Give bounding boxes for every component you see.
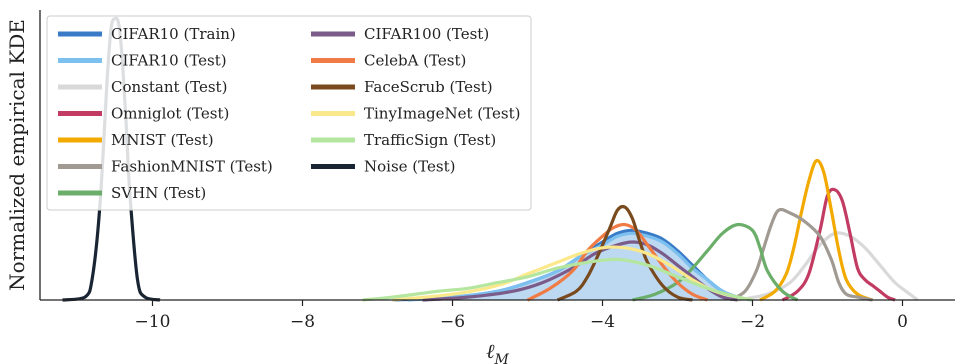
legend-frame xyxy=(46,15,532,211)
legend-label-noise-test: Noise (Test) xyxy=(364,158,455,176)
legend-label-trafficsign-test: TrafficSign (Test) xyxy=(364,131,496,149)
series-line-celeba-test xyxy=(526,222,709,302)
legend-label-tinyimagenet-test: TinyImageNet (Test) xyxy=(364,105,520,123)
legend-label-cifar100-test: CIFAR100 (Test) xyxy=(364,25,489,43)
x-tick-label: −4 xyxy=(590,312,615,332)
legend-label-celeba-test: CelebA (Test) xyxy=(364,52,466,70)
legend-label-cifar10-test: CIFAR10 (Test) xyxy=(111,52,227,70)
x-tick-label: −6 xyxy=(440,312,465,332)
x-tick-label: 0 xyxy=(897,312,908,332)
x-tick-label: −10 xyxy=(135,312,171,332)
legend: CIFAR10 (Train) CIFAR10 (Test) Constant (T… xyxy=(46,15,532,211)
series-line-facescrub-test xyxy=(556,204,693,302)
series-line-omniglot-test xyxy=(781,187,896,302)
series-line-constant-test xyxy=(737,231,919,302)
series-line-fashionmnist-test xyxy=(729,207,873,302)
legend-label-fashionmnist-test: FashionMNIST (Test) xyxy=(111,158,273,176)
series-line-cifar10-test xyxy=(407,231,753,302)
legend-label-mnist-test: MNIST (Test) xyxy=(111,131,214,149)
x-ticks: −10 −8 −6 −4 −2 0 xyxy=(135,300,908,332)
legend-label-cifar10-train: CIFAR10 (Train) xyxy=(111,25,236,43)
y-axis-label: Normalized empirical KDE xyxy=(5,19,29,291)
legend-label-facescrub-test: FaceScrub (Test) xyxy=(364,78,493,96)
legend-label-omniglot-test: Omniglot (Test) xyxy=(111,105,229,123)
x-axis-label: ℓM xyxy=(486,339,509,364)
series-line-trafficsign-test xyxy=(362,257,753,302)
legend-label-constant-test: Constant (Test) xyxy=(111,78,227,96)
x-tick-label: −8 xyxy=(290,312,315,332)
series-line-mnist-test xyxy=(759,159,874,302)
x-tick-label: −2 xyxy=(740,312,765,332)
series-line-svhn-test xyxy=(632,222,799,302)
legend-label-svhn-test: SVHN (Test) xyxy=(111,184,206,202)
